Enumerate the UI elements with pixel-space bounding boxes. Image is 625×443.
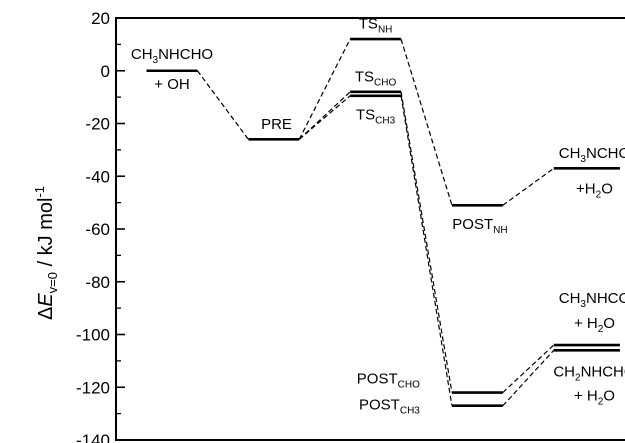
pre-label: PRE (261, 116, 292, 133)
ts-cho-label: TSCHO (355, 68, 397, 88)
connectors (196, 38, 555, 407)
connector-post_nh-prod_nh (502, 167, 555, 206)
connector-post_cho-prod_cho (502, 344, 555, 393)
y-tick-label: -40 (85, 167, 110, 186)
reactants-label-2: + OH (154, 76, 189, 93)
prod-ch3-label-1: CH2NHCHO (553, 364, 625, 384)
post-ch3-label: POSTCH3 (359, 397, 420, 417)
y-tick-label: -20 (85, 115, 110, 134)
state-labels: CH3NHCHO + OH PRE TSNH TSCHO TSCH3 POSTNH CH3NC… (131, 16, 625, 417)
y-tick-label: -100 (76, 326, 110, 345)
y-tick-label: -140 (76, 431, 110, 443)
post-cho-label: POSTCHO (357, 370, 420, 390)
axes: 20 0 -20 -40 -60 -80 -100 -120 -140 (76, 9, 625, 443)
y-tick-label: -60 (85, 220, 110, 239)
prod-cho-label-2: + H2O (574, 315, 615, 335)
reactants-label-1: CH3NHCHO (131, 46, 213, 66)
energy-levels (146, 37, 620, 408)
ts-ch3-label: TSCH3 (356, 107, 396, 127)
y-tick-label: 0 (101, 62, 110, 81)
prod-ch3-label-2: + H2O (574, 387, 615, 407)
connector-pre-ts_ch3 (298, 95, 351, 140)
connector-reactants-pre (196, 70, 249, 140)
connector-pre-ts_nh (298, 38, 351, 140)
post-nh-label: POSTNH (452, 216, 507, 236)
connector-ts_ch3-post_ch3 (400, 95, 453, 406)
prod-nh-label-2: +H2O (576, 180, 613, 200)
prod-nh-label-1: CH3NCHO (559, 145, 625, 165)
y-tick-label: -120 (76, 378, 110, 397)
y-tick-label: -80 (85, 273, 110, 292)
connector-ts_cho-post_cho (400, 91, 453, 393)
ts-nh-label: TSNH (359, 16, 393, 36)
prod-cho-label-1: CH3NHCO (559, 290, 625, 310)
y-tick-label: 20 (91, 9, 110, 28)
connector-post_ch3-prod_ch3 (502, 349, 555, 407)
y-axis-title: ΔEv=0 / kJ mol-1 (32, 186, 60, 320)
connector-ts_nh-post_nh (400, 38, 453, 206)
